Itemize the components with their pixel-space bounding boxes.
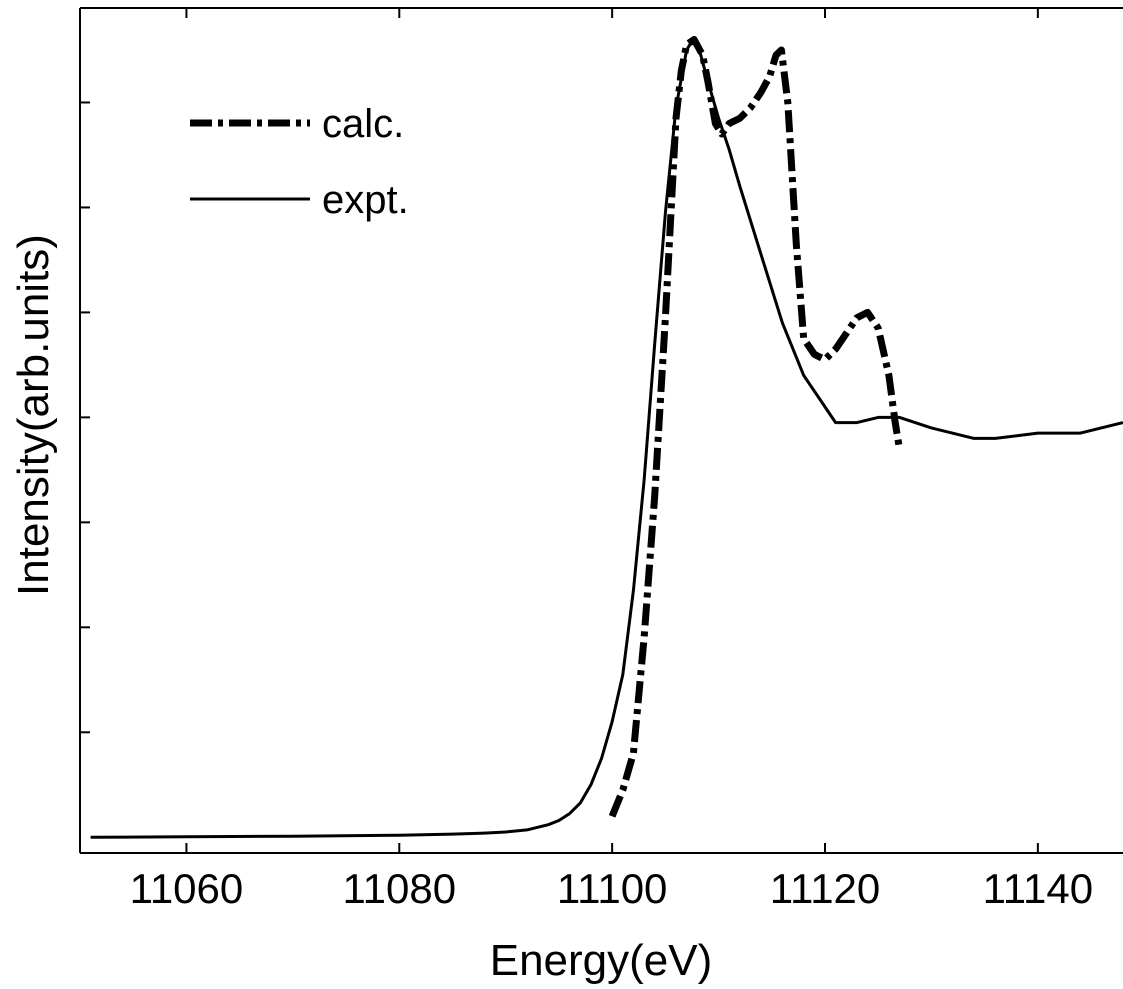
y-axis-ticks [80, 101, 90, 734]
legend-label-calc: calc. [322, 102, 404, 146]
plot-area-frame [79, 7, 1123, 854]
x-tick-label: 11140 [983, 865, 1094, 912]
x-tick-label: 11080 [342, 865, 456, 912]
y-axis-title: Intensity(arb.units) [9, 234, 58, 596]
legend-label-expt: expt. [322, 178, 409, 222]
legend: calc. expt. [190, 102, 409, 222]
series-line-calc [608, 36, 903, 818]
x-tick-label: 11120 [770, 865, 881, 912]
x-tick-label: 11100 [557, 865, 668, 912]
x-axis-title: Energy(eV) [490, 936, 713, 985]
series-line-expt [90, 38, 1123, 839]
x-axis-ticks: 11060 11080 11100 11120 11140 [130, 8, 1094, 912]
series-layer [90, 36, 1123, 839]
x-tick-label: 11060 [130, 865, 244, 912]
